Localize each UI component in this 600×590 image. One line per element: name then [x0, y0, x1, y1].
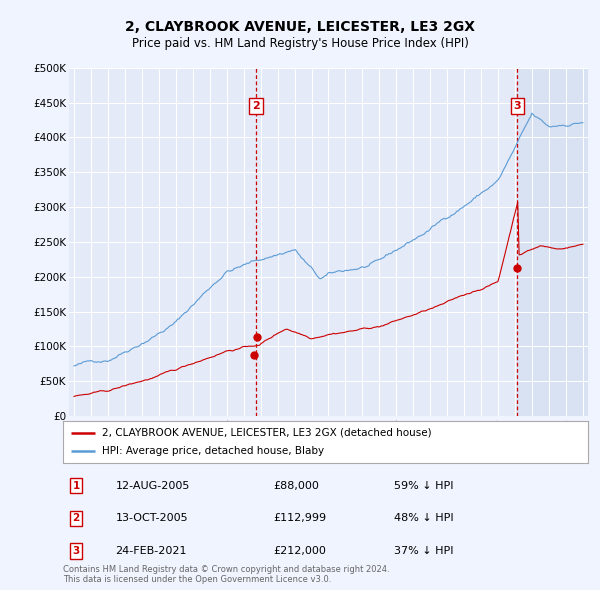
Text: HPI: Average price, detached house, Blaby: HPI: Average price, detached house, Blab…: [103, 446, 325, 456]
Text: £212,000: £212,000: [273, 546, 326, 556]
Text: 3: 3: [73, 546, 80, 556]
Text: 2: 2: [252, 101, 260, 111]
Text: 2, CLAYBROOK AVENUE, LEICESTER, LE3 2GX: 2, CLAYBROOK AVENUE, LEICESTER, LE3 2GX: [125, 19, 475, 34]
Text: 48% ↓ HPI: 48% ↓ HPI: [394, 513, 454, 523]
Text: 2, CLAYBROOK AVENUE, LEICESTER, LE3 2GX (detached house): 2, CLAYBROOK AVENUE, LEICESTER, LE3 2GX …: [103, 428, 432, 438]
Text: 2: 2: [73, 513, 80, 523]
Text: 1: 1: [73, 481, 80, 491]
Text: 59% ↓ HPI: 59% ↓ HPI: [394, 481, 453, 491]
Text: 13-OCT-2005: 13-OCT-2005: [115, 513, 188, 523]
Text: 12-AUG-2005: 12-AUG-2005: [115, 481, 190, 491]
Bar: [517, 68, 592, 416]
Text: Contains HM Land Registry data © Crown copyright and database right 2024.
This d: Contains HM Land Registry data © Crown c…: [63, 565, 389, 584]
Text: 24-FEB-2021: 24-FEB-2021: [115, 546, 187, 556]
Text: £88,000: £88,000: [273, 481, 319, 491]
Text: £112,999: £112,999: [273, 513, 326, 523]
Text: 37% ↓ HPI: 37% ↓ HPI: [394, 546, 453, 556]
Text: 3: 3: [514, 101, 521, 111]
Text: Price paid vs. HM Land Registry's House Price Index (HPI): Price paid vs. HM Land Registry's House …: [131, 37, 469, 50]
